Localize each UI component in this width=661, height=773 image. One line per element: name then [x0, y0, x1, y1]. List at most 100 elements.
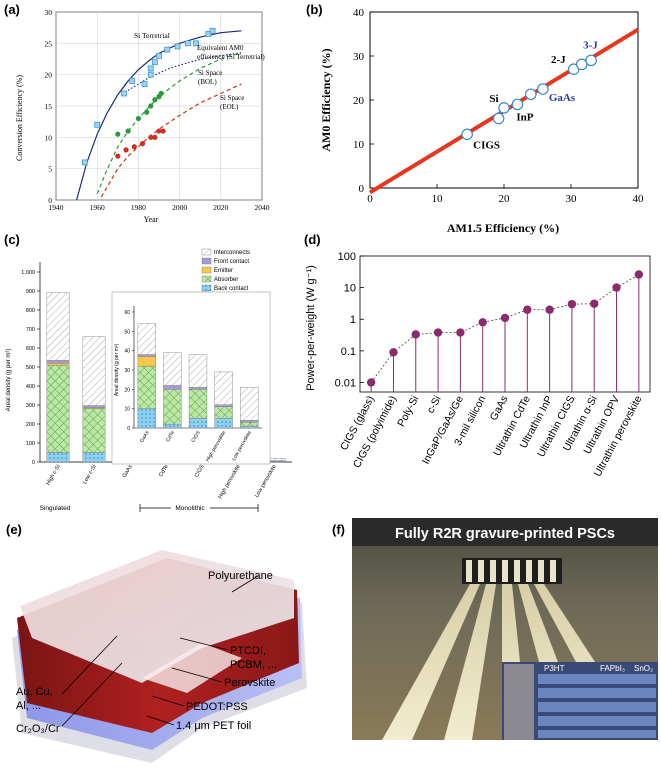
c-inset-bar-segment	[137, 323, 156, 355]
c-ytick-label: 800	[26, 308, 35, 314]
c-inset-ytick-label: 10	[124, 407, 130, 413]
a-ytick-label: 10	[45, 133, 53, 142]
a-data-point	[144, 109, 150, 115]
e-label-ptcdi: PTCDI,	[230, 645, 266, 657]
d-ytick-label: 0.1	[341, 346, 356, 358]
c-bar-segment	[82, 452, 106, 463]
a-annot-am0-2: efficiency (Si Terretrial)	[197, 53, 265, 61]
c-legend-label: Interconnects	[214, 250, 250, 256]
b-xtick-label: 30	[566, 193, 578, 205]
c-bar-segment	[46, 452, 70, 463]
d-data-point	[545, 305, 554, 314]
c-ytick-label: 700	[26, 327, 35, 333]
b-data-point	[585, 54, 597, 67]
e-label-pcbm: PCBM, ...	[230, 659, 277, 671]
c-bar-segment	[46, 364, 70, 453]
a-data-point	[156, 128, 162, 134]
a-data-point	[139, 141, 146, 147]
c-inset-bar-segment	[214, 406, 233, 419]
d-data-point	[389, 348, 398, 357]
a-fit-line	[76, 30, 242, 201]
d-data-point	[523, 305, 532, 314]
a-data-point	[125, 128, 131, 134]
a-data-point	[147, 71, 154, 78]
panel-c-label: (c)	[4, 232, 20, 247]
c-inset-bar-segment	[137, 356, 156, 367]
b-point-label: InP	[516, 111, 533, 123]
c-ytick-label: 0	[32, 460, 35, 466]
a-annot-am0-1: Equivalent AM0	[197, 44, 244, 52]
b-plot-frame	[369, 11, 639, 189]
c-ylabel: Areal density (g per m²)	[6, 349, 12, 412]
a-fit-line	[127, 52, 242, 91]
a-data-point	[160, 128, 166, 134]
c-ytick-label: 1,000	[21, 270, 35, 276]
b-ytick-label: 30	[353, 51, 365, 63]
c-inset-bar-segment	[240, 387, 259, 421]
c-xtick-label: CIGS	[194, 464, 206, 479]
d-xtick-label: Poly-Si	[395, 394, 421, 429]
c-bar-segment	[82, 336, 106, 406]
d-data-point	[612, 283, 621, 292]
d-data-point	[433, 328, 443, 337]
c-inset-ytick-label: 60	[124, 310, 130, 316]
b-xtick-label: 10	[432, 193, 444, 205]
d-data-point	[411, 330, 420, 339]
c-inset-bar-segment	[163, 423, 182, 429]
c-inset-bar-segment	[137, 365, 156, 409]
a-data-point	[147, 65, 154, 72]
a-data-point	[141, 81, 148, 87]
c-inset-xtick-label: CdTe	[165, 430, 176, 443]
a-annot-bol-1: Si Space	[198, 69, 222, 77]
b-ytick-label: 20	[353, 95, 365, 107]
panel-b-label: (b)	[306, 2, 323, 17]
c-bar-segment	[46, 360, 70, 364]
f-inset-p3ht: P3HT	[544, 664, 565, 673]
b-ytick-label: 0	[359, 183, 365, 195]
e-label-perovskite: Perovskite	[224, 677, 275, 689]
a-data-point	[193, 40, 199, 47]
c-xtick-label: High c-Si	[45, 464, 61, 486]
f-roller-stripes	[466, 560, 556, 582]
b-xtick-label: 0	[367, 193, 373, 205]
c-bar-segment	[82, 405, 106, 409]
panel-f-label-svg: (f)	[332, 522, 345, 537]
a-ytick-label: 15	[45, 102, 53, 111]
panel-e-label: (e)	[6, 522, 22, 537]
d-data-point	[590, 299, 599, 308]
b-xtick-label: 40	[633, 193, 645, 205]
a-annot-eol-2: (EOL)	[220, 103, 239, 111]
b-data-point	[511, 98, 524, 111]
f-inset-fapbi3: FAPbI₃	[600, 664, 625, 673]
a-annot-eol-1: Si Space	[220, 94, 244, 102]
c-xtick-label: CdTe	[158, 464, 170, 478]
d-ytick-label: 1	[350, 314, 356, 326]
a-xtick-label: 2000	[172, 203, 187, 212]
b-xlabel: AM1.5 Efficiency (%)	[447, 221, 559, 235]
panel-b-chart: (b) 0 10 20 30 40 0 10 20 30 40 CIGS Si InP GaAs 2-J 3…	[306, 2, 645, 235]
e-polyurethane-layer	[20, 550, 294, 683]
c-bar-segment	[46, 362, 70, 366]
a-ylabel: Conversion Efficiency (%)	[15, 75, 24, 161]
f-roller	[462, 558, 562, 584]
e-label-al: Al, ...	[16, 700, 41, 712]
c-ytick-label: 600	[26, 346, 35, 352]
c-inset-bar-segment	[163, 385, 182, 390]
b-ylabel: AM0 Efficiency (%)	[319, 48, 333, 151]
a-xtick-label: 1940	[49, 203, 64, 212]
c-group-singulated: Singulated	[40, 505, 71, 512]
b-data-point	[492, 112, 505, 125]
d-data-point	[478, 318, 487, 327]
f-inset-roll	[504, 664, 534, 740]
a-data-point	[174, 43, 181, 50]
d-data-point	[500, 313, 510, 323]
c-inset-ytick-label: 20	[124, 387, 130, 393]
c-inset-bar-segment	[240, 425, 259, 429]
c-inset-bar-segment	[137, 354, 156, 357]
a-xtick-label: 1980	[131, 203, 146, 212]
b-xtick-label: 20	[499, 193, 511, 205]
e-label-au: Au, Cu,	[16, 686, 53, 698]
a-data-point	[205, 31, 212, 37]
b-data-point	[461, 128, 473, 141]
c-inset-bar-segment	[163, 389, 182, 425]
